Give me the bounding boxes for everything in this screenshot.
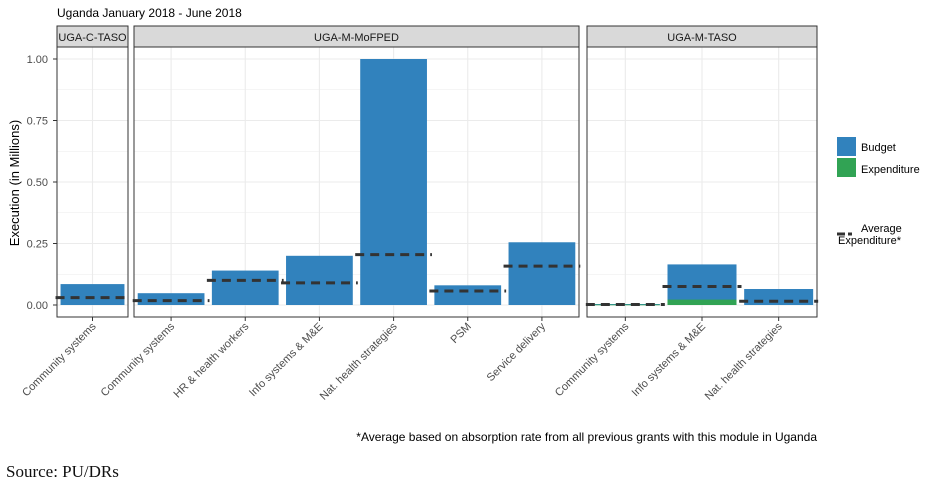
y-tick-label: 0.50 <box>27 177 48 189</box>
y-tick-label: 1.00 <box>27 54 48 66</box>
x-tick-label: Community systems <box>553 320 632 399</box>
legend-average-label: Expenditure* <box>838 235 902 247</box>
expenditure-bar <box>667 299 737 305</box>
x-tick-label: Community systems <box>99 320 178 399</box>
y-axis-label: Execution (in Millions) <box>7 120 22 246</box>
legend-average-label: Average <box>861 223 902 235</box>
x-tick-label: Info systems & M&E <box>247 321 326 400</box>
x-tick-label: Community systems <box>20 320 99 399</box>
x-tick-label: PSM <box>449 321 474 346</box>
y-tick-label: 0.00 <box>27 300 48 312</box>
source-caption: Source: PU/DRs <box>6 462 119 481</box>
panel-border <box>56 46 129 318</box>
x-tick-label: Info systems & M&E <box>630 321 709 400</box>
legend-budget-swatch <box>837 137 856 156</box>
y-tick-label: 0.25 <box>27 239 48 251</box>
facet-strip-label: UGA-M-TASO <box>667 32 737 44</box>
panel-border <box>133 46 580 318</box>
budget-bar <box>360 59 427 305</box>
budget-bar <box>286 255 353 305</box>
chart-title: Uganda January 2018 - June 2018 <box>57 6 242 20</box>
chart-footnote: *Average based on absorption rate from a… <box>356 430 817 444</box>
x-tick-label: Nat. health strategies <box>703 320 785 402</box>
panel-border <box>586 46 818 318</box>
y-tick-label: 0.75 <box>27 116 48 128</box>
budget-bar <box>434 285 502 305</box>
budget-bar <box>211 270 279 305</box>
budget-bar <box>60 284 125 305</box>
facet-strip-label: UGA-M-MoFPED <box>314 32 399 44</box>
x-tick-label: HR & health workers <box>172 320 252 400</box>
budget-bar <box>508 242 576 305</box>
budget-bar <box>667 264 737 305</box>
legend-expenditure-swatch <box>837 158 856 177</box>
x-tick-label: Service delivery <box>485 320 549 384</box>
legend-expenditure-label: Expenditure <box>861 164 920 176</box>
expenditure-bar <box>590 304 660 306</box>
x-tick-label: Nat. health strategies <box>318 320 400 402</box>
legend-budget-label: Budget <box>861 142 896 154</box>
facet-strip-label: UGA-C-TASO <box>58 32 127 44</box>
